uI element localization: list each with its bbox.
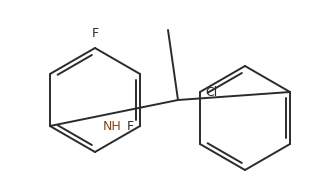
Text: F: F	[127, 119, 134, 132]
Text: Cl: Cl	[205, 85, 217, 98]
Text: F: F	[91, 27, 99, 40]
Text: NH: NH	[103, 120, 121, 133]
